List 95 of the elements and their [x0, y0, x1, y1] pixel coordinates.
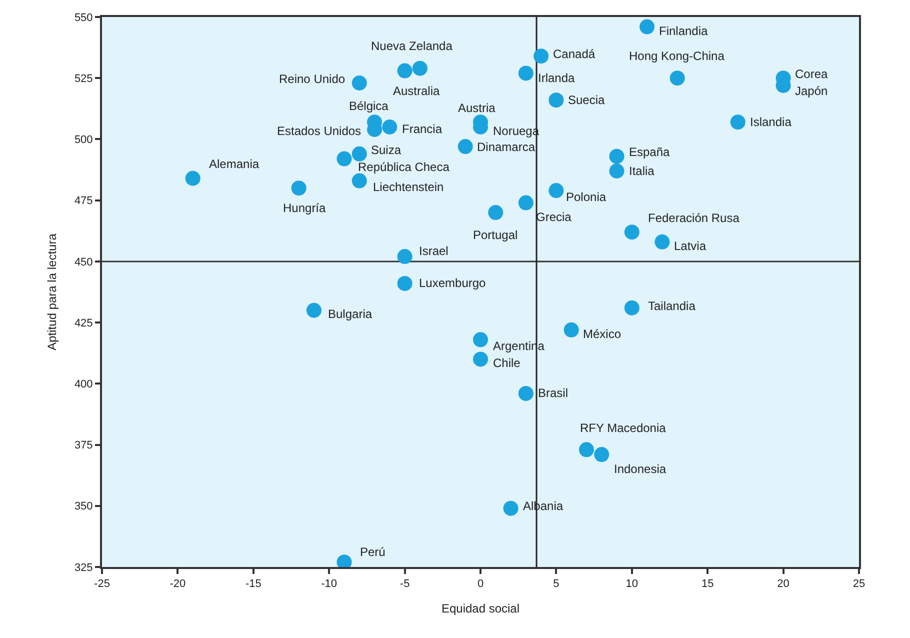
point: [654, 234, 670, 250]
annotation: Estados Unidos: [277, 124, 362, 138]
y-tick-label: 425: [74, 317, 93, 330]
point: [473, 332, 488, 348]
y-tick-label: 550: [74, 12, 93, 24]
point: [564, 322, 579, 338]
annotation: Liechtenstein: [373, 180, 444, 194]
x-tick-label: 0: [477, 578, 484, 590]
annotation: Portugal: [473, 228, 518, 242]
annotation: Polonia: [566, 190, 606, 204]
annotation: Federación Rusa: [648, 211, 740, 225]
point: [397, 63, 412, 78]
x-tick-label: -15: [245, 578, 262, 590]
x-tick-label: -10: [321, 578, 338, 590]
point: [670, 70, 685, 86]
point: [609, 148, 624, 164]
point: [185, 170, 200, 186]
point: [397, 276, 412, 291]
y-tick-label: 525: [74, 72, 93, 85]
annotation: Austria: [458, 101, 496, 115]
annotation: Tailandia: [648, 299, 696, 313]
point: [640, 19, 655, 34]
annotation: Reino Unido: [279, 72, 346, 86]
annotation: Alemania: [209, 157, 260, 171]
annotation: Perú: [360, 545, 386, 559]
y-tick-label: 400: [74, 378, 93, 391]
annotation: Hong Kong-China: [629, 49, 725, 63]
x-tick-label: 25: [852, 578, 866, 590]
annotation: Israel: [419, 244, 448, 258]
point: [503, 500, 518, 516]
point: [352, 76, 367, 90]
point: [291, 180, 306, 196]
x-tick-label: -20: [170, 578, 186, 590]
annotation: Islandia: [750, 115, 792, 129]
annotation: Bulgaria: [328, 307, 372, 321]
annotation: Corea: [795, 67, 828, 81]
annotation: Australia: [393, 84, 440, 98]
annotation: Dinamarca: [477, 140, 536, 154]
point: [624, 224, 640, 240]
x-tick-label: -5: [400, 578, 410, 590]
point: [609, 164, 624, 178]
point: [397, 249, 412, 264]
annotation: Luxemburgo: [419, 276, 486, 290]
annotation: Grecia: [536, 210, 572, 224]
point: [336, 151, 352, 166]
annotation: Suecia: [568, 93, 606, 107]
y-tick-label: 450: [74, 256, 93, 268]
point: [488, 205, 504, 220]
y-tick-label: 350: [74, 500, 93, 513]
annotation: Canadá: [553, 47, 596, 61]
x-tick-label: -25: [94, 578, 110, 590]
y-tick-label: 500: [74, 134, 93, 146]
y-tick-label: 475: [74, 195, 93, 208]
point: [473, 352, 488, 367]
x-tick-label: 10: [626, 578, 638, 590]
annotation: Latvia: [674, 239, 706, 253]
annotation: Bélgica: [349, 99, 389, 113]
annotation: República Checa: [358, 160, 450, 174]
x-tick-label: 20: [777, 578, 790, 590]
point: [518, 195, 534, 210]
annotation: Francia: [402, 122, 442, 136]
annotation: Brasil: [538, 386, 568, 400]
point: [306, 302, 322, 318]
annotation: Suiza: [371, 143, 402, 157]
x-tick-label: 5: [553, 578, 560, 590]
y-tick-label: 325: [74, 562, 93, 574]
x-axis-title: Equidad social: [441, 602, 520, 616]
y-axis-title: Aptitud para la lectura: [45, 233, 60, 350]
point: [382, 120, 398, 134]
point: [518, 66, 534, 81]
annotation: México: [583, 327, 622, 341]
point: [578, 442, 594, 458]
point: [518, 386, 534, 401]
point: [534, 48, 549, 64]
annotation: Indonesia: [614, 462, 666, 476]
annotation: Hungría: [283, 201, 326, 215]
y-tick-label: 375: [74, 440, 93, 452]
annotation: Irlanda: [538, 71, 576, 85]
annotation: RFY Macedonia: [580, 421, 666, 435]
x-tick-label: 15: [701, 578, 714, 590]
point: [730, 114, 746, 130]
annotation: Japón: [795, 84, 828, 98]
point: [352, 146, 367, 162]
point: [624, 300, 640, 316]
annotation: Finlandia: [659, 24, 708, 38]
annotation: Chile: [493, 356, 521, 370]
annotation: Nueva Zelanda: [371, 39, 453, 53]
point: [548, 92, 564, 108]
point: [412, 60, 428, 76]
point: [352, 173, 367, 188]
annotation: Italia: [629, 164, 655, 178]
point: [548, 183, 564, 198]
point: [594, 447, 610, 462]
annotation: España: [629, 145, 670, 159]
point: [458, 139, 473, 154]
